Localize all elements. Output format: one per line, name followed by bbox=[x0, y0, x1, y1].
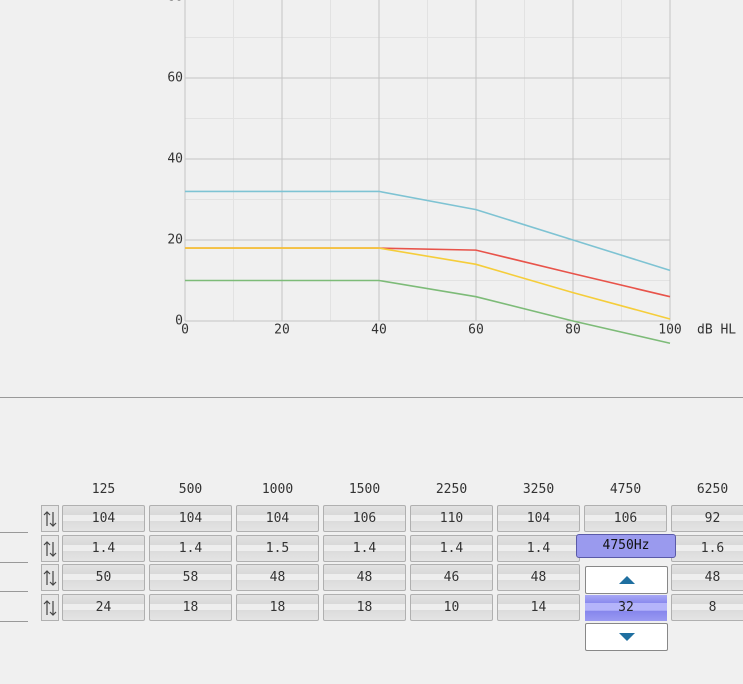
value-cell[interactable]: 50 bbox=[62, 564, 145, 591]
series-line bbox=[185, 279, 671, 345]
x-tick-label: 40 bbox=[371, 323, 387, 338]
value-cell[interactable]: 106 bbox=[323, 505, 406, 532]
row-rule bbox=[0, 591, 28, 592]
row-sort-icon[interactable] bbox=[41, 535, 59, 562]
value-cell[interactable]: 46 bbox=[410, 564, 493, 591]
value-cell[interactable]: 14 bbox=[497, 594, 580, 621]
value-cell[interactable]: 10 bbox=[410, 594, 493, 621]
y-tick-label: 40 bbox=[167, 152, 183, 167]
row-rule bbox=[0, 532, 28, 533]
x-axis-label: dB HL bbox=[697, 323, 736, 338]
column-header: 125 bbox=[91, 482, 116, 497]
selected-cell[interactable]: 32 bbox=[585, 595, 667, 621]
value-cell[interactable]: 106 bbox=[584, 505, 667, 532]
column-header: 500 bbox=[178, 482, 203, 497]
row-sort-icon[interactable] bbox=[41, 505, 59, 532]
y-tick-label: 0 bbox=[175, 314, 183, 329]
value-cell[interactable]: 58 bbox=[149, 564, 232, 591]
value-cell[interactable]: 1.6 bbox=[671, 535, 743, 562]
value-cell[interactable]: 18 bbox=[323, 594, 406, 621]
value-cell[interactable]: 1.5 bbox=[236, 535, 319, 562]
x-tick-label: 80 bbox=[565, 323, 581, 338]
sort-arrows bbox=[43, 570, 57, 586]
chart: 0 20 40 60 80 100 0 20 40 60 80 dB HL bbox=[0, 0, 743, 398]
value-cell[interactable]: 1.4 bbox=[323, 535, 406, 562]
up-arrow bbox=[619, 576, 635, 584]
x-tick-label: 60 bbox=[468, 323, 484, 338]
value-cell[interactable]: 24 bbox=[62, 594, 145, 621]
row-sort-icon[interactable] bbox=[41, 594, 59, 621]
x-tick-label: 20 bbox=[274, 323, 290, 338]
x-tick-label: 0 bbox=[181, 323, 189, 338]
value-cell[interactable]: 1.4 bbox=[497, 535, 580, 562]
value-cell[interactable]: 104 bbox=[497, 505, 580, 532]
sort-arrows bbox=[43, 541, 57, 557]
sort-arrows bbox=[43, 511, 57, 527]
value-cell[interactable]: 1.4 bbox=[62, 535, 145, 562]
value-cell[interactable]: 92 bbox=[671, 505, 743, 532]
row-rule bbox=[0, 562, 28, 563]
y-tick-label: 20 bbox=[167, 233, 183, 248]
value-cell[interactable]: 48 bbox=[236, 564, 319, 591]
sort-arrows bbox=[43, 600, 57, 616]
value-cell[interactable]: 48 bbox=[497, 564, 580, 591]
y-tick-label: 60 bbox=[167, 71, 183, 86]
value-cell[interactable]: 104 bbox=[62, 505, 145, 532]
column-header: 2250 bbox=[435, 482, 468, 497]
column-header: 6250 bbox=[696, 482, 729, 497]
row-rule bbox=[0, 621, 28, 622]
value-cell[interactable]: 8 bbox=[671, 594, 743, 621]
y-tick-label: 80 bbox=[167, 0, 183, 5]
value-cell[interactable]: 48 bbox=[323, 564, 406, 591]
value-cell[interactable]: 104 bbox=[236, 505, 319, 532]
series-line bbox=[185, 190, 671, 272]
series-line bbox=[185, 247, 671, 320]
down-arrow bbox=[619, 633, 635, 641]
frequency-tooltip: 4750Hz bbox=[576, 534, 676, 558]
value-cell[interactable]: 1.4 bbox=[410, 535, 493, 562]
value-cell[interactable]: 1.4 bbox=[149, 535, 232, 562]
column-header: 1500 bbox=[348, 482, 381, 497]
value-cell[interactable]: 18 bbox=[236, 594, 319, 621]
x-tick-label: 100 bbox=[658, 323, 681, 338]
value-cell[interactable]: 104 bbox=[149, 505, 232, 532]
value-cell[interactable]: 110 bbox=[410, 505, 493, 532]
column-header: 4750 bbox=[609, 482, 642, 497]
value-cell[interactable]: 48 bbox=[671, 564, 743, 591]
spin-up-button[interactable] bbox=[585, 566, 668, 594]
row-sort-icon[interactable] bbox=[41, 564, 59, 591]
value-cell[interactable]: 18 bbox=[149, 594, 232, 621]
spin-down-button[interactable] bbox=[585, 623, 668, 651]
column-header: 1000 bbox=[261, 482, 294, 497]
column-header: 3250 bbox=[522, 482, 555, 497]
